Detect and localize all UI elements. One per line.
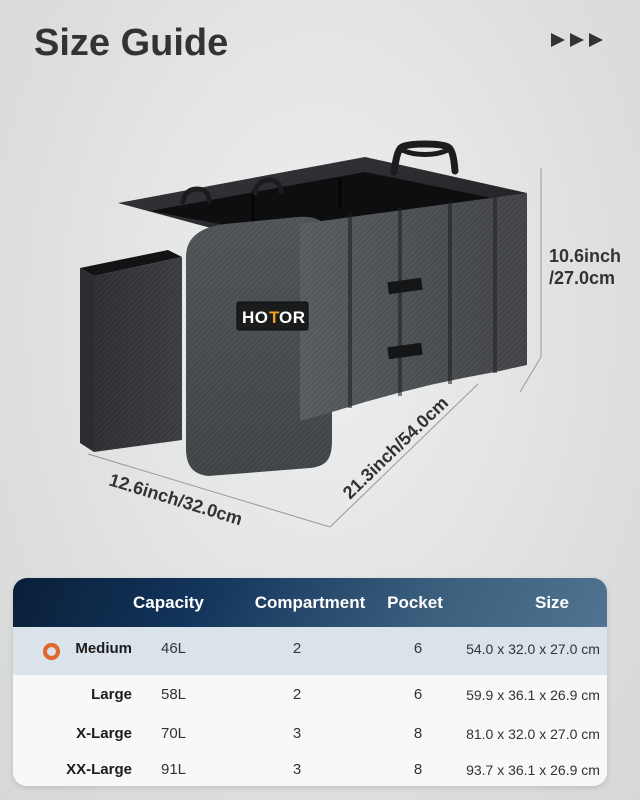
svg-text:21.3inch/54.0cm: 21.3inch/54.0cm [339, 393, 452, 503]
svg-text:HO: HO [242, 308, 269, 327]
svg-text:OR: OR [279, 308, 306, 327]
svg-text:12.6inch/32.0cm: 12.6inch/32.0cm [107, 470, 245, 530]
svg-text:10.6inch: 10.6inch [549, 246, 621, 266]
svg-text:/27.0cm: /27.0cm [549, 268, 615, 288]
